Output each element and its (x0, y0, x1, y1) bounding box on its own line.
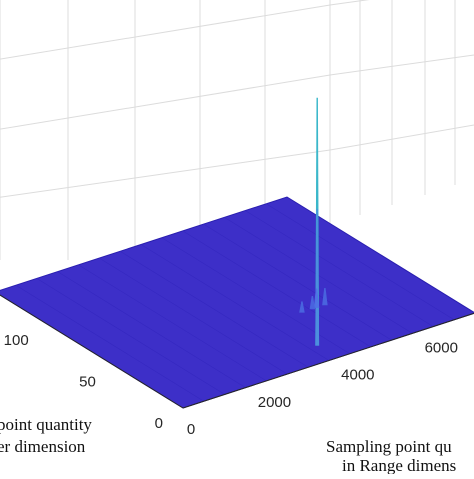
surface-mesh-line (78, 264, 267, 382)
height-gridline (329, 54, 474, 76)
height-gridline (0, 4, 331, 60)
x-axis-label-line2: in Range dimens (342, 456, 456, 474)
surface-floor (0, 196, 474, 409)
x-tick-label: 6000 (425, 340, 458, 357)
surface-mesh-line (36, 278, 225, 395)
surface-peak (315, 209, 320, 346)
surface-peak (299, 301, 305, 313)
surface-mesh-line (245, 210, 434, 327)
x-tick-label: 2000 (258, 394, 291, 411)
x-tick-label: 4000 (341, 367, 374, 384)
surface-layer (0, 196, 474, 409)
y-axis-label-line1: point quantity (0, 415, 92, 434)
label-layer: point quantity er dimension Sampling point… (0, 415, 456, 475)
surface-peak (309, 296, 316, 310)
y-tick-label: 0 (155, 415, 163, 432)
height-gridline (329, 0, 370, 6)
y-tick-label: 50 (79, 374, 96, 391)
x-axis-label-line1: Sampling point qu (326, 437, 452, 456)
surface-mesh-line (15, 284, 205, 402)
height-gridline (0, 149, 331, 198)
surface-mesh-line (119, 251, 309, 368)
surface-mesh-line (265, 203, 455, 321)
surface-mesh-line (203, 223, 392, 341)
surface-mesh-line (182, 230, 371, 348)
height-gridline (329, 124, 474, 151)
y-axis-line (0, 294, 184, 409)
surface-mesh-line (57, 271, 246, 388)
surface-mesh-line (99, 257, 288, 375)
surface-peak (322, 288, 328, 306)
surface-peak (313, 288, 320, 308)
peak-layer (299, 97, 328, 346)
tick-layer: 0 2000 4000 6000 0 50 100 (0, 294, 474, 438)
x-tick-label: 0 (187, 421, 195, 438)
x-axis-line (182, 312, 474, 409)
y-axis-label-line2: er dimension (0, 437, 86, 456)
surface-mesh-line (140, 244, 330, 361)
y-tick-label: 100 (4, 332, 29, 349)
height-gridline (0, 74, 331, 130)
